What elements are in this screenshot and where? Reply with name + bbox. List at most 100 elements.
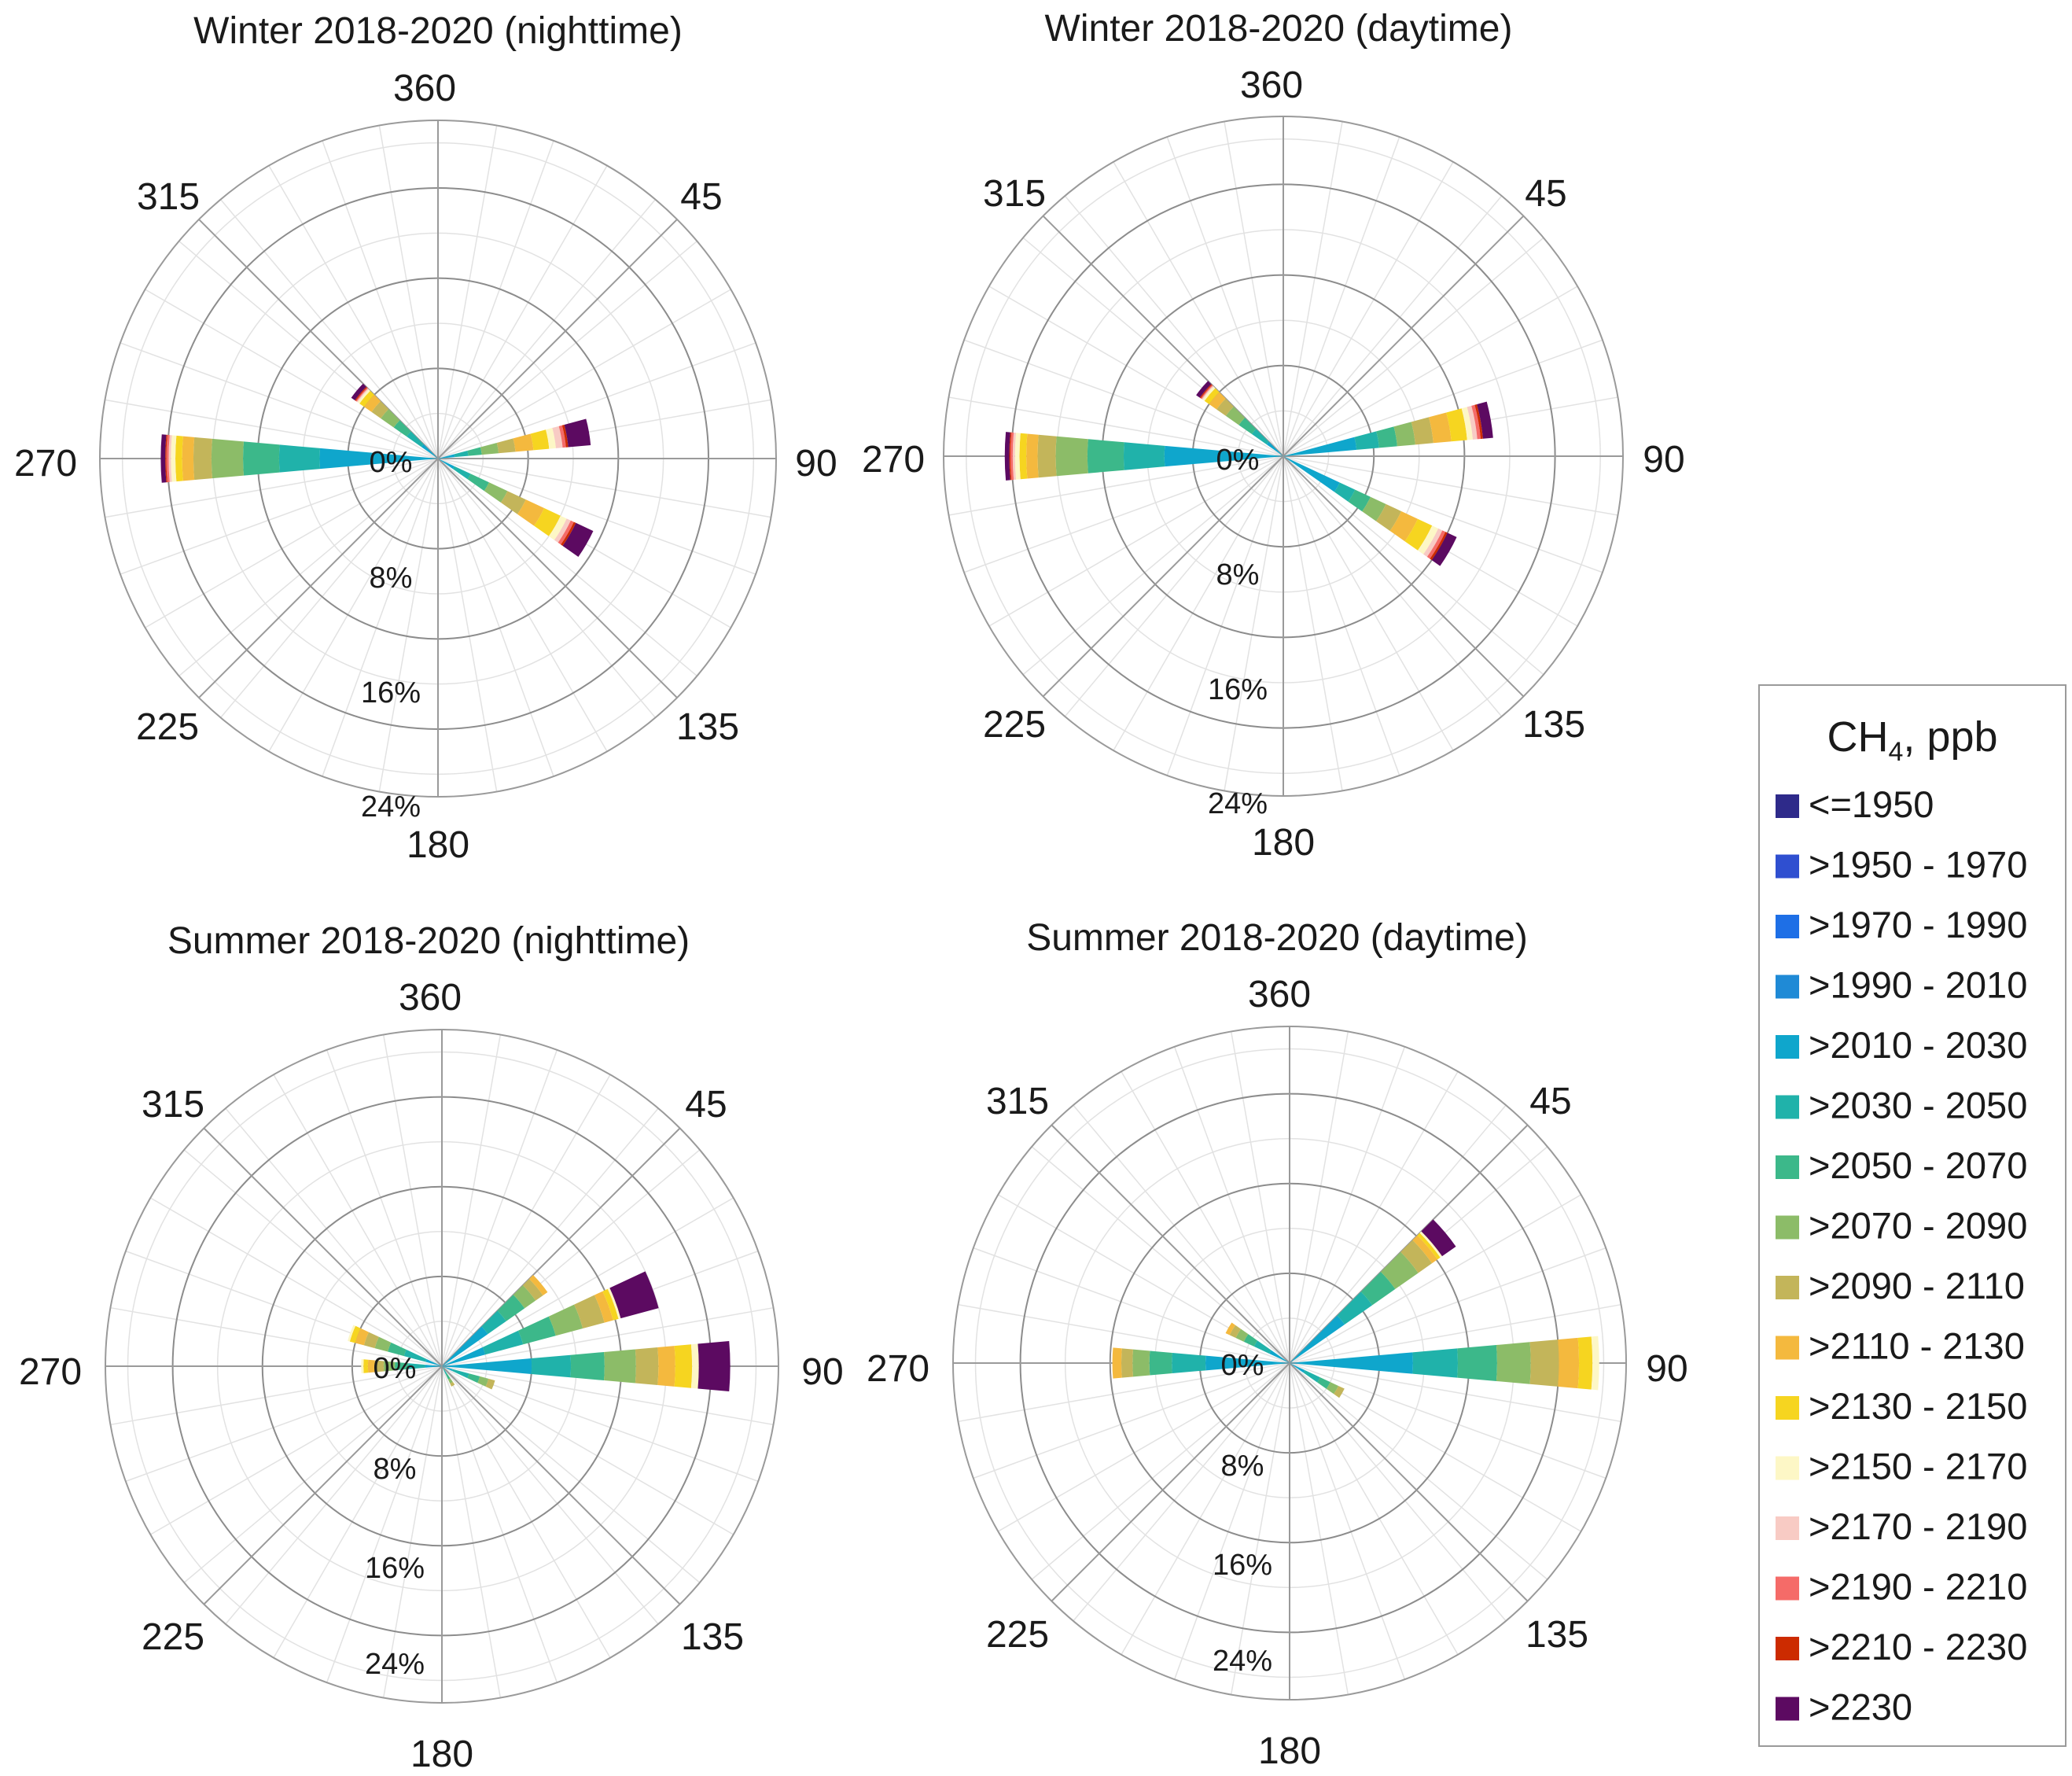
minor-spoke [1031, 1362, 1290, 1580]
minor-spoke [1031, 1146, 1290, 1364]
minor-spoke [441, 1365, 611, 1659]
minor-spoke [1283, 286, 1578, 457]
minor-spoke [382, 1034, 443, 1367]
rose-bar-segment [1266, 441, 1283, 456]
rose-bar-segment [371, 401, 389, 419]
minor-spoke [1073, 1362, 1290, 1622]
rose-bar-segment [1389, 510, 1418, 542]
minor-spoke [441, 1034, 502, 1367]
rose-bar-segment [548, 515, 567, 540]
rose-bar-segment [1205, 1355, 1290, 1371]
direction-label-315: 315 [986, 1081, 1049, 1122]
direction-label-360: 360 [1248, 974, 1311, 1015]
direction-label-270: 270 [867, 1348, 929, 1390]
rose-bar-segment [175, 435, 183, 482]
legend-swatch [1776, 1155, 1799, 1179]
rose-bar-segment [383, 1361, 396, 1372]
rose-bar-segment [1474, 404, 1483, 440]
radial-tick-label-16: 16% [365, 1552, 425, 1585]
minor-spoke [441, 1365, 701, 1583]
legend-swatch [1776, 1456, 1799, 1480]
legend-label: >2110 - 2130 [1809, 1325, 2025, 1367]
rose-bar-segment [1431, 532, 1457, 566]
direction-label-45: 45 [685, 1084, 727, 1126]
rose-bar-segment [1196, 381, 1212, 398]
minor-spoke [441, 1365, 502, 1698]
legend-label: >2010 - 2030 [1809, 1024, 2027, 1066]
rose-bar-segment [355, 386, 367, 401]
rose-bar-segment [530, 429, 550, 451]
rose-bars [348, 1271, 731, 1391]
rose-bar-segment [482, 1330, 524, 1355]
center-label: 0% [1221, 1349, 1264, 1382]
minor-spoke [326, 1049, 443, 1367]
rose-bar-segment [1225, 1322, 1236, 1336]
rose-bar-segment [517, 499, 545, 526]
rose-bar-segment [561, 521, 576, 546]
legend-swatch [1776, 794, 1799, 818]
panel-title: Summer 2018-2020 (nighttime) [167, 920, 690, 962]
rose-bar-segment [1577, 1336, 1593, 1390]
rose-bars [1112, 1219, 1599, 1398]
minor-spoke [1022, 455, 1284, 676]
minor-spoke [273, 1074, 443, 1367]
minor-spoke [1283, 161, 1454, 457]
legend-label: >1970 - 1990 [1809, 904, 2027, 945]
direction-label-45: 45 [1529, 1081, 1571, 1122]
minor-spoke [1166, 136, 1284, 457]
rose-bar-segment [1209, 392, 1226, 410]
minor-spoke [145, 458, 439, 628]
minor-spoke [988, 286, 1284, 457]
minor-spoke [149, 1197, 443, 1367]
minor-spoke [1289, 1046, 1406, 1364]
rose-bar-segment [1471, 404, 1481, 440]
rose-bar-segment [546, 428, 556, 449]
minor-spoke [1073, 1104, 1290, 1364]
rose-bar-segment [1202, 385, 1214, 400]
rose-bar-segment [1290, 1352, 1413, 1374]
rose-bar-segment [534, 507, 561, 536]
minor-spoke [1283, 339, 1603, 457]
minor-spoke [322, 140, 439, 459]
rose-bar-segment [363, 1332, 379, 1349]
rose-bar-segment [522, 1279, 543, 1301]
rose-bar-segment [1199, 384, 1213, 399]
minor-spoke [105, 458, 439, 518]
rose-bar-segment [278, 444, 321, 473]
minor-spoke [437, 458, 656, 718]
rose-bar-segment [1243, 1334, 1258, 1347]
legend-label: >2150 - 2170 [1809, 1446, 2027, 1487]
legend-label: >1950 - 1970 [1809, 844, 2027, 886]
minor-spoke [1283, 195, 1503, 457]
minor-spoke [1230, 1362, 1290, 1695]
rose-bar-segment [349, 1325, 361, 1343]
minor-spoke [1289, 1362, 1349, 1695]
rose-bar-segment [1354, 431, 1379, 450]
rose-bar-segment [513, 433, 534, 452]
rose-bar-segment [1446, 408, 1467, 442]
rose-bar-segment [1362, 496, 1386, 521]
minor-spoke [1289, 1362, 1459, 1656]
major-spoke [203, 1127, 443, 1367]
minor-spoke [225, 1365, 443, 1625]
major-spoke [437, 219, 678, 459]
rose-bar-segment [1121, 1348, 1134, 1378]
rose-bar-segment [528, 1274, 548, 1295]
rose-bar-segment [1164, 445, 1283, 467]
legend-label: >2210 - 2230 [1809, 1626, 2027, 1667]
legend-swatch [1776, 1396, 1799, 1420]
minor-spoke [441, 1365, 759, 1483]
rose-bar-segment [1400, 1240, 1433, 1273]
rose-bar-segment [1225, 406, 1246, 426]
direction-label-135: 135 [676, 706, 739, 748]
major-spoke [1042, 215, 1284, 457]
minor-spoke [1283, 455, 1618, 516]
legend-label: >2130 - 2150 [1809, 1385, 2027, 1427]
rose-bar-segment [1426, 530, 1446, 559]
rose-bar-segment [657, 1346, 675, 1387]
minor-spoke [1283, 121, 1343, 457]
minor-spoke [183, 1365, 443, 1583]
rose-bar-segment [1428, 412, 1452, 444]
minor-spoke [437, 342, 756, 459]
minor-spoke [1113, 455, 1284, 751]
